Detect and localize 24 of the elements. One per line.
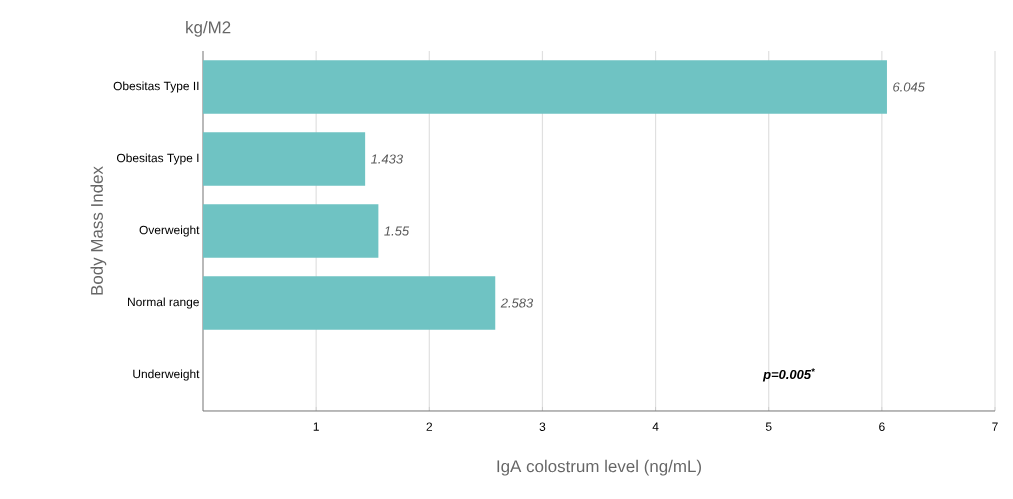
x-tick-label: 4 [652,422,659,431]
bar [203,204,379,258]
bar [203,60,887,114]
x-tick-label: 6 [879,422,885,431]
y-tick-label: Obesitas Type II [113,81,199,93]
y-tick-label: Overweight [139,225,200,237]
x-tick-label: 2 [426,422,433,431]
data-label: 1.55 [384,226,410,236]
bar [203,132,366,186]
annotation: p=0.005$^{*}$ [762,368,815,382]
y-axis-title: Body Mass Index [90,166,107,295]
x-tick-label: 7 [992,422,998,431]
y-tick-label: Normal range [128,297,199,309]
x-tick-label: 5 [765,422,772,431]
chart-title: kg/M2 [186,20,231,37]
x-tick-label: 3 [539,422,546,431]
y-tick-label: Underweight [133,369,200,381]
data-label: 6.045 [893,82,925,92]
y-tick-label: Obesitas Type I [116,153,199,165]
x-tick-label: 1 [313,422,319,431]
x-axis-title: IgA colostrum level (ng/mL) [497,459,701,476]
data-label: 1.433 [370,154,403,164]
bar [203,276,496,330]
data-label: 2.583 [500,298,534,308]
